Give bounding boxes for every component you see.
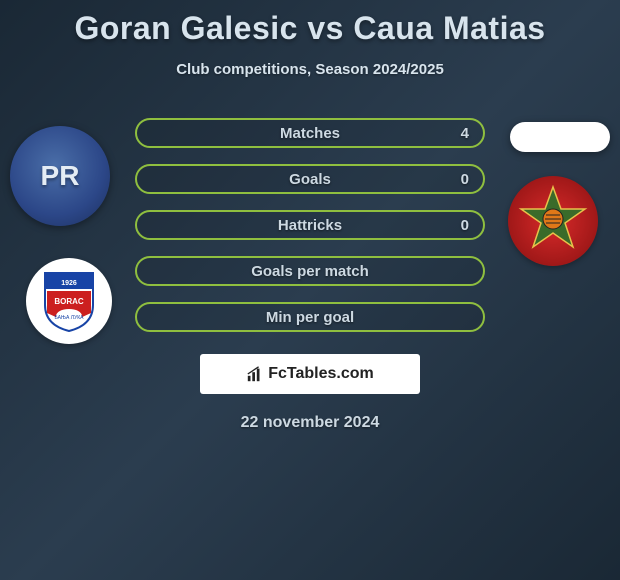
stat-row-goals: Goals 0	[135, 164, 485, 194]
stat-row-hattricks: Hattricks 0	[135, 210, 485, 240]
stats-list: Matches 4 Goals 0 Hattricks 0 Goals per …	[135, 118, 485, 332]
chart-icon	[246, 365, 264, 383]
svg-text:БАЊА ЛУКА: БАЊА ЛУКА	[55, 315, 85, 321]
stat-label: Goals per match	[137, 263, 483, 280]
club-right-badge	[508, 176, 598, 266]
stat-label: Min per goal	[137, 309, 483, 326]
subtitle: Club competitions, Season 2024/2025	[0, 61, 620, 78]
stat-row-min-per-goal: Min per goal	[135, 302, 485, 332]
svg-text:BORAC: BORAC	[54, 297, 84, 306]
stat-label: Hattricks	[137, 217, 483, 234]
stat-value-left: 4	[461, 125, 469, 142]
stat-label: Goals	[137, 171, 483, 188]
stat-row-matches: Matches 4	[135, 118, 485, 148]
svg-text:1926: 1926	[61, 280, 77, 287]
club-right-star-icon	[513, 181, 593, 261]
page-title: Goran Galesic vs Caua Matias	[0, 0, 620, 47]
player-right-avatar	[510, 122, 610, 152]
watermark: FcTables.com	[200, 354, 420, 394]
player-left-avatar: PR	[10, 126, 110, 226]
date-text: 22 november 2024	[0, 414, 620, 432]
stat-value-left: 0	[461, 217, 469, 234]
watermark-text: FcTables.com	[268, 365, 374, 383]
stat-label: Matches	[137, 125, 483, 142]
stat-row-goals-per-match: Goals per match	[135, 256, 485, 286]
club-left-badge: 1926 BORAC БАЊА ЛУКА	[26, 258, 112, 344]
player-left-initials: PR	[41, 160, 80, 192]
club-left-shield-icon: 1926 BORAC БАЊА ЛУКА	[41, 269, 97, 333]
stat-value-left: 0	[461, 171, 469, 188]
